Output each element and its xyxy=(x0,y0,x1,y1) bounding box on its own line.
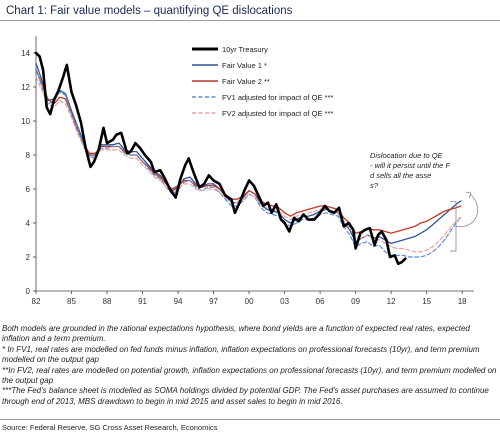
series-line xyxy=(35,76,462,253)
chart-title: Chart 1: Fair value models – quantifying… xyxy=(6,5,293,17)
chart-series xyxy=(34,51,462,266)
legend-label: 10yr Treasury xyxy=(222,45,268,54)
legend-label: FV2 adjusted for impact of QE *** xyxy=(222,109,333,118)
x-tick-label: 97 xyxy=(209,297,218,306)
x-tick-label: 03 xyxy=(280,297,289,306)
series-line xyxy=(35,69,462,234)
footnote-models: Both models are grounded in the rational… xyxy=(2,324,470,344)
legend-label: Fair Value 2 ** xyxy=(222,77,270,86)
footnote-fv1: * In FV1, real rates are modelled on fed… xyxy=(2,344,480,365)
chart-legend: 10yr Treasury Fair Value 1 * Fair Value 2 … xyxy=(192,45,333,118)
y-tick-label: 2 xyxy=(26,253,31,262)
legend-label: FV1 adjusted for impact of QE *** xyxy=(222,93,333,102)
y-tick-label: 8 xyxy=(26,151,31,160)
y-tick-label: 14 xyxy=(21,49,30,58)
chart-axes: 0 2 4 6 8 10 12 14 82 85 88 91 94 97 00 03 06 09 12 15 18 xyxy=(21,36,474,306)
annotation-arrowhead xyxy=(465,191,472,199)
dislocation-bracket xyxy=(450,201,460,252)
x-tick-label: 09 xyxy=(351,297,360,306)
annotation-text: d sells all the asse xyxy=(370,171,431,180)
x-tick-label: 94 xyxy=(174,297,183,306)
x-tick-label: 06 xyxy=(316,297,325,306)
x-tick-label: 88 xyxy=(103,297,112,306)
source-divider xyxy=(0,419,500,420)
annotation-arrow xyxy=(459,193,479,227)
x-tick-label: 85 xyxy=(67,297,76,306)
x-tick-label: 91 xyxy=(138,297,147,306)
footnote-balance-sheet: ***The Fed's balance sheet is modelled a… xyxy=(2,386,489,406)
series-line xyxy=(34,51,407,266)
source-note: Source: Federal Reserve, SG Cross Asset … xyxy=(2,423,218,432)
footnote-fv2: **In FV2, real rates are modelled on pot… xyxy=(2,365,497,386)
title-divider xyxy=(0,20,500,21)
x-tick-label: 82 xyxy=(32,297,41,306)
legend-label: Fair Value 1 * xyxy=(222,61,267,70)
y-tick-label: 6 xyxy=(26,185,31,194)
y-tick-label: 0 xyxy=(26,287,31,296)
x-tick-label: 15 xyxy=(422,297,431,306)
x-tick-label: 00 xyxy=(245,297,254,306)
x-tick-label: 12 xyxy=(387,297,396,306)
y-tick-label: 4 xyxy=(26,219,31,228)
annotation-text: Dislocation due to QE xyxy=(370,151,444,160)
x-tick-label: 18 xyxy=(458,297,467,306)
annotation-text: - will it persist until the F xyxy=(370,161,450,170)
line-chart: 0 2 4 6 8 10 12 14 82 85 88 91 94 97 00 03 06 09 12 15 18 10… xyxy=(21,36,479,306)
footnotes: Both models are grounded in the rational… xyxy=(2,324,498,407)
annotation-text: s? xyxy=(370,181,379,190)
y-tick-label: 10 xyxy=(21,117,30,126)
dislocation-annotation: Dislocation due to QE- will it persist u… xyxy=(370,151,479,252)
y-tick-label: 12 xyxy=(21,83,30,92)
